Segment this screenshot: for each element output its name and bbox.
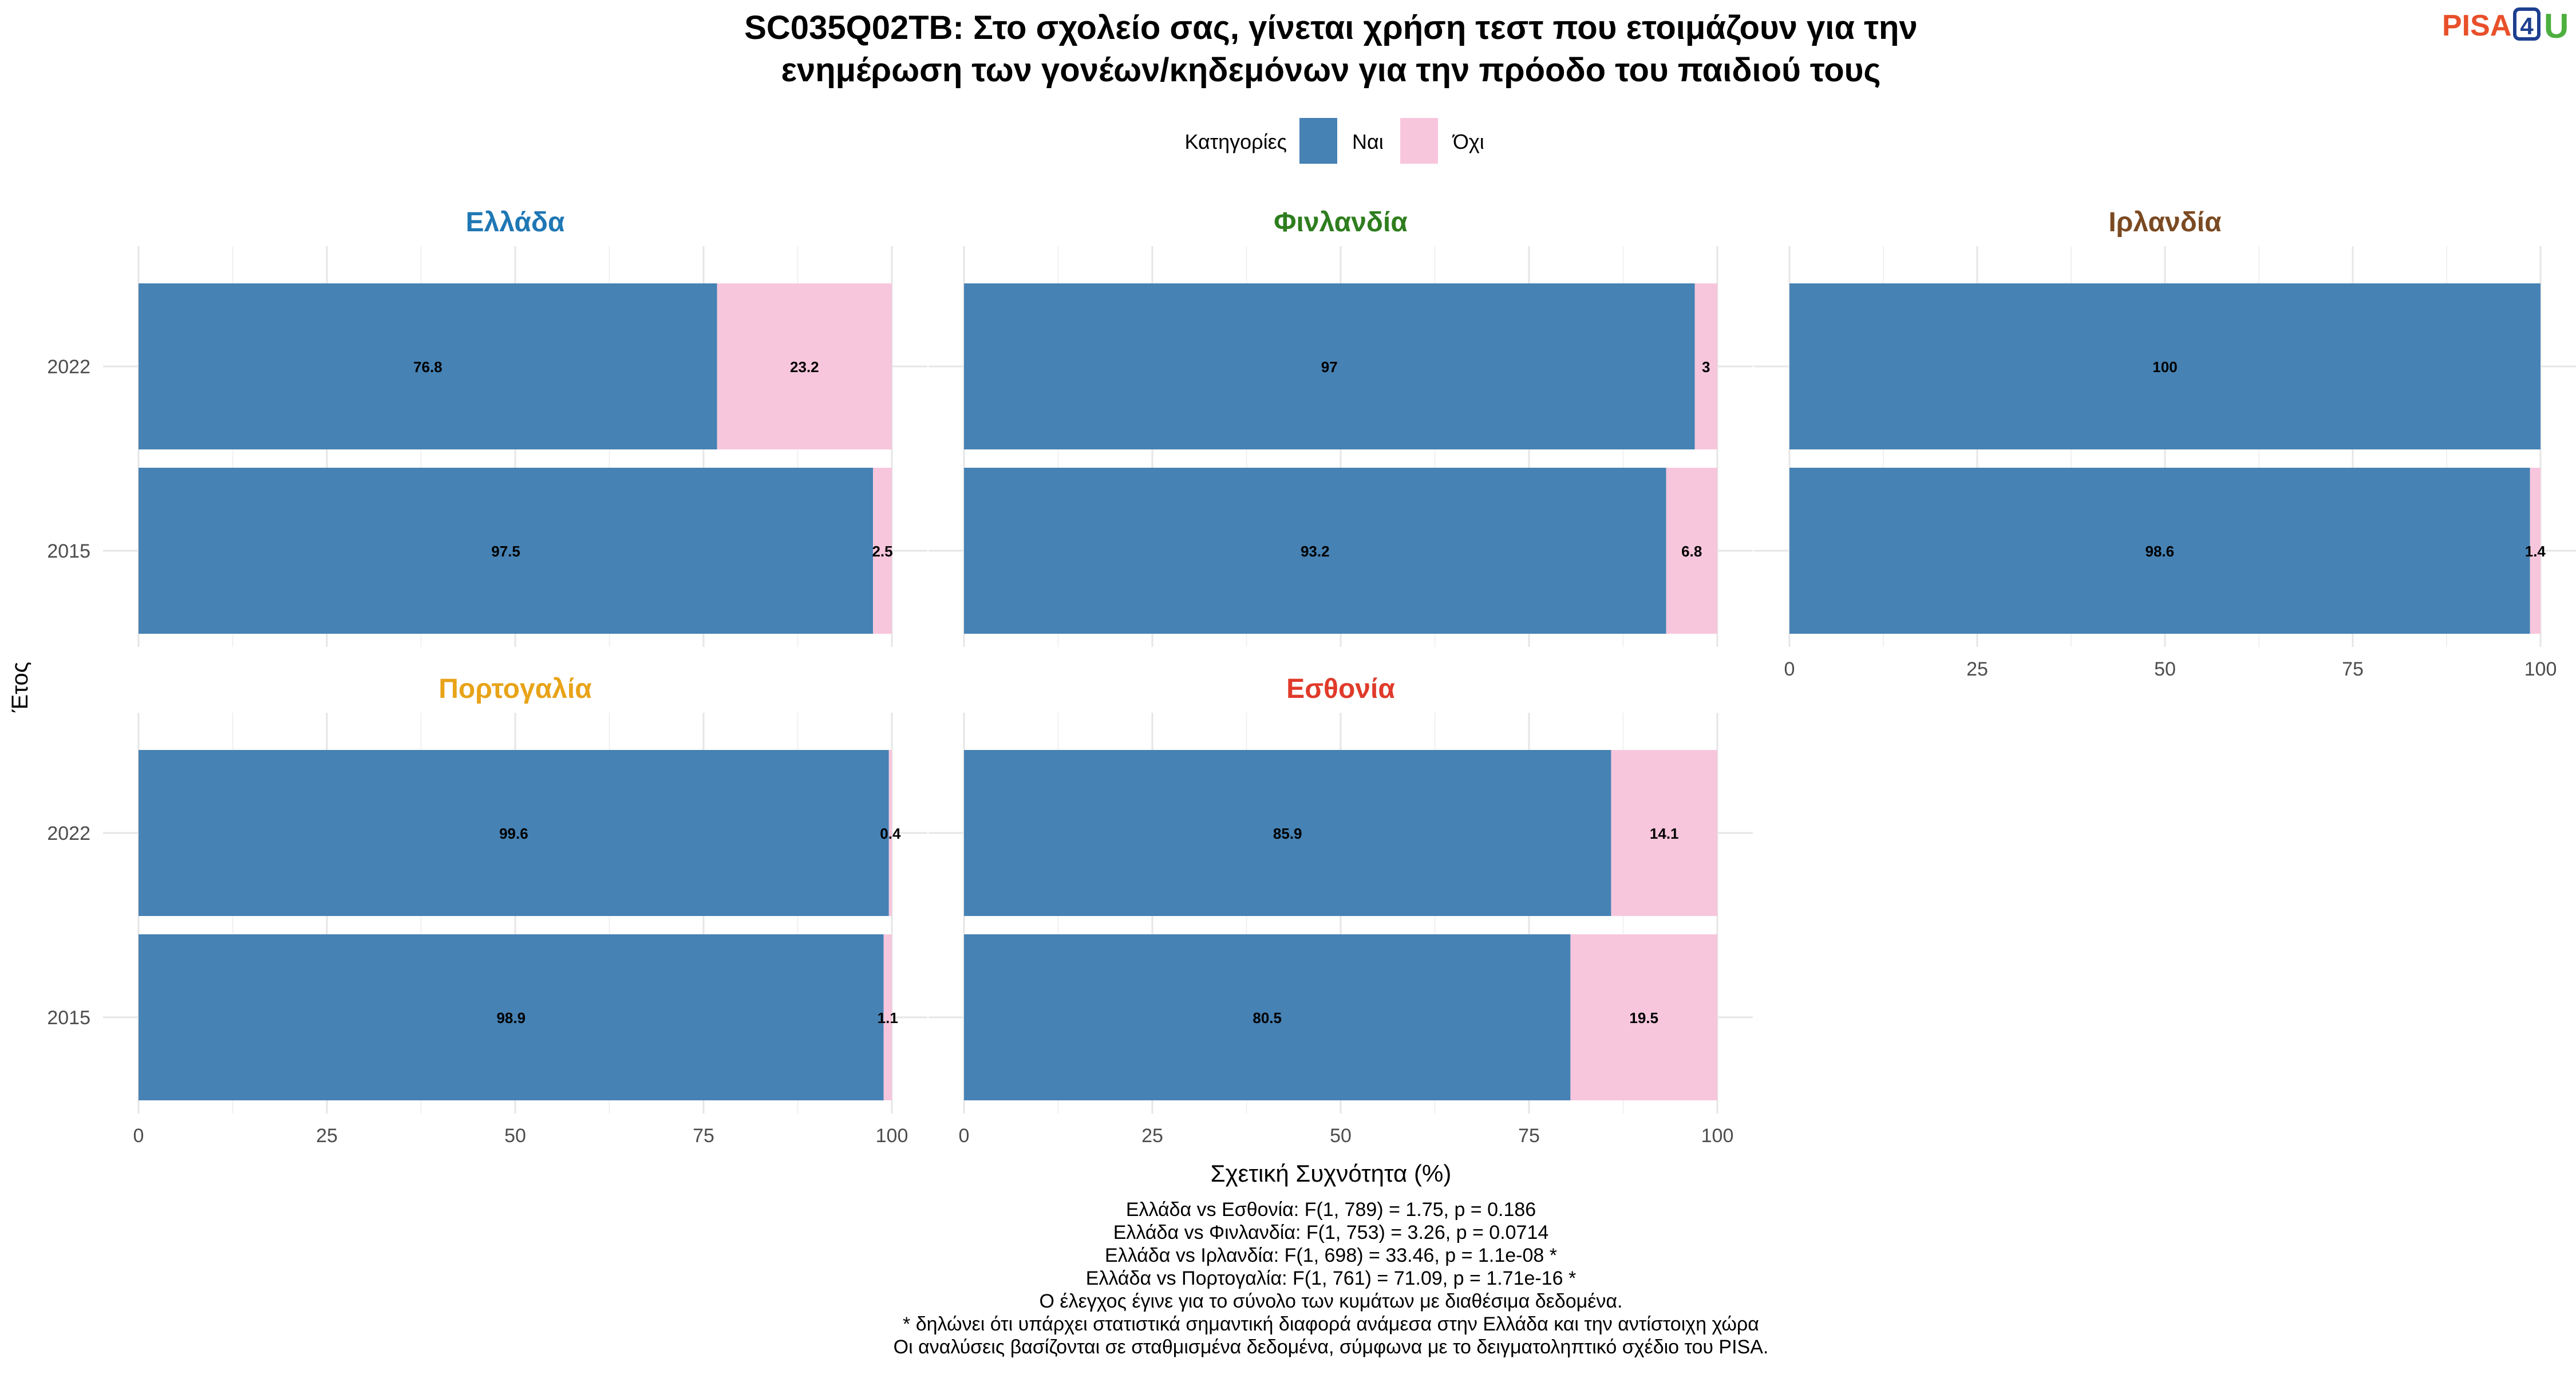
panel-4-bar-yes-2022 [139,750,889,916]
panel-4-title: Πορτογαλία [438,674,592,704]
panel-1-label-yes-2015: 97.5 [491,543,520,560]
y-tick-label-2015: 2015 [47,1007,90,1029]
logo-text-right: U [2544,7,2569,45]
panel-5-x-tick-label: 100 [1701,1125,1734,1147]
panel-4-label-no-2022: 0.4 [880,825,901,842]
panel-3-label-no-2015: 1.4 [2525,543,2546,560]
panel-4-label-yes-2015: 98.9 [496,1009,526,1026]
panel-3-x-tick-label: 75 [2342,658,2364,680]
panel-5-bar-yes-2022 [964,750,1611,916]
panel-4-x-tick-label: 25 [316,1125,338,1147]
panel-2-bar-yes-2022 [964,283,1695,449]
panel-1-bar-yes-2022 [139,283,717,449]
logo-box [2513,7,2541,41]
panel-5-title: Εσθονία [1286,674,1395,704]
chart-title-line1: SC035Q02TB: Στο σχολείο σας, γίνεται χρή… [744,9,1918,46]
footnotes: Ελλάδα vs Εσθονία: F(1, 789) = 1.75, p =… [894,1199,1769,1358]
panel-4-label-no-2015: 1.1 [878,1009,898,1026]
panel-3-bar-yes-2022 [1789,283,2541,449]
panel-5-label-yes-2022: 85.9 [1273,825,1302,842]
panel-4-label-yes-2022: 99.6 [499,825,528,842]
panel-5-label-no-2015: 19.5 [1629,1009,1658,1026]
panel-3-x-tick-label: 100 [2524,658,2557,680]
panel-2-bar-no-2022 [1694,283,1717,449]
y-tick-label-2022: 2022 [47,823,90,844]
panel-5-x-tick-label: 50 [1330,1125,1352,1147]
panel-4-bar-no-2022 [888,750,892,916]
footnote-2: Ελλάδα vs Φινλανδία: F(1, 753) = 3.26, p… [1113,1222,1549,1243]
panel-3-title: Ιρλανδία [2108,207,2222,238]
x-axis-title: Σχετική Συχνότητα (%) [1211,1160,1452,1187]
panel-4-bar-no-2015 [883,934,892,1100]
panel-5-x-tick-label: 25 [1141,1125,1163,1147]
footnote-4: Ελλάδα vs Πορτογαλία: F(1, 761) = 71.09,… [1086,1268,1576,1289]
panel-2-bar-yes-2015 [964,468,1666,634]
panel-5-x-tick-label: 0 [959,1125,970,1147]
footnote-7: Οι αναλύσεις βασίζονται σε σταθμισμένα δ… [894,1336,1769,1358]
legend: Κατηγορίες Ναι Όχι [1184,118,1484,164]
y-tick-label-2015: 2015 [47,540,90,562]
panel-1-bar-no-2015 [873,468,892,634]
logo-text-box: 4 [2520,13,2534,40]
footnote-6: * δηλώνει ότι υπάρχει στατιστικά σημαντι… [903,1313,1759,1335]
panel-4-bar-yes-2015 [139,934,884,1100]
panel-3-x-tick-label: 25 [1966,658,1988,680]
legend-title: Κατηγορίες [1184,130,1287,153]
legend-swatch-yes [1299,118,1337,164]
y-axis-title: Έτος [7,662,33,713]
pisa4u-logo: PISA 4 U [2442,7,2569,45]
legend-label-yes: Ναι [1352,130,1384,153]
panel-5-bar-no-2015 [1570,934,1717,1100]
legend-label-no: Όχι [1452,130,1484,153]
panel-2-label-yes-2015: 93.2 [1301,543,1330,560]
panel-3-label-yes-2022: 100 [2152,358,2177,376]
legend-swatch-no [1400,118,1438,164]
chart-title-line2: ενημέρωση των γονέων/κηδεμόνων για την π… [781,52,1880,89]
panel-4-x-tick-label: 75 [693,1125,714,1147]
panel-1-label-yes-2022: 76.8 [413,358,442,376]
panel-1-title: Ελλάδα [466,207,565,238]
logo-text-left: PISA [2442,9,2511,42]
panel-3-x-tick-label: 0 [1784,658,1795,680]
panel-5-label-yes-2015: 80.5 [1253,1009,1282,1026]
panel-1-label-no-2022: 23.2 [790,358,819,376]
panel-1-label-no-2015: 2.5 [872,543,892,560]
footnote-1: Ελλάδα vs Εσθονία: F(1, 789) = 1.75, p =… [1126,1199,1536,1221]
panel-5-bar-yes-2015 [964,934,1571,1100]
panel-3-bar-no-2015 [2530,468,2541,634]
panel-3-x-tick-label: 50 [2154,658,2176,680]
panel-1-bar-no-2022 [717,283,892,449]
panel-2-bar-no-2015 [1666,468,1717,634]
panel-2-title: Φινλανδία [1274,207,1408,238]
panel-3-label-yes-2015: 98.6 [2146,543,2175,560]
panel-5-x-tick-label: 75 [1518,1125,1540,1147]
panel-5-bar-no-2022 [1611,750,1717,916]
footnote-5: Ο έλεγχος έγινε για το σύνολο των κυμάτω… [1040,1290,1623,1312]
footnote-3: Ελλάδα vs Ιρλανδία: F(1, 698) = 33.46, p… [1105,1245,1557,1266]
panel-4-x-tick-label: 50 [504,1125,526,1147]
panel-2-label-no-2022: 3 [1702,358,1710,376]
y-tick-label-2022: 2022 [47,356,90,378]
panel-5-label-no-2022: 14.1 [1650,825,1679,842]
panel-2-label-yes-2022: 97 [1321,358,1338,376]
panel-4-x-tick-label: 100 [876,1125,908,1147]
panel-2-label-no-2015: 6.8 [1681,543,1702,560]
panel-4-x-tick-label: 0 [133,1125,144,1147]
panel-3-bar-yes-2015 [1789,468,2530,634]
panel-1-bar-yes-2015 [139,468,874,634]
